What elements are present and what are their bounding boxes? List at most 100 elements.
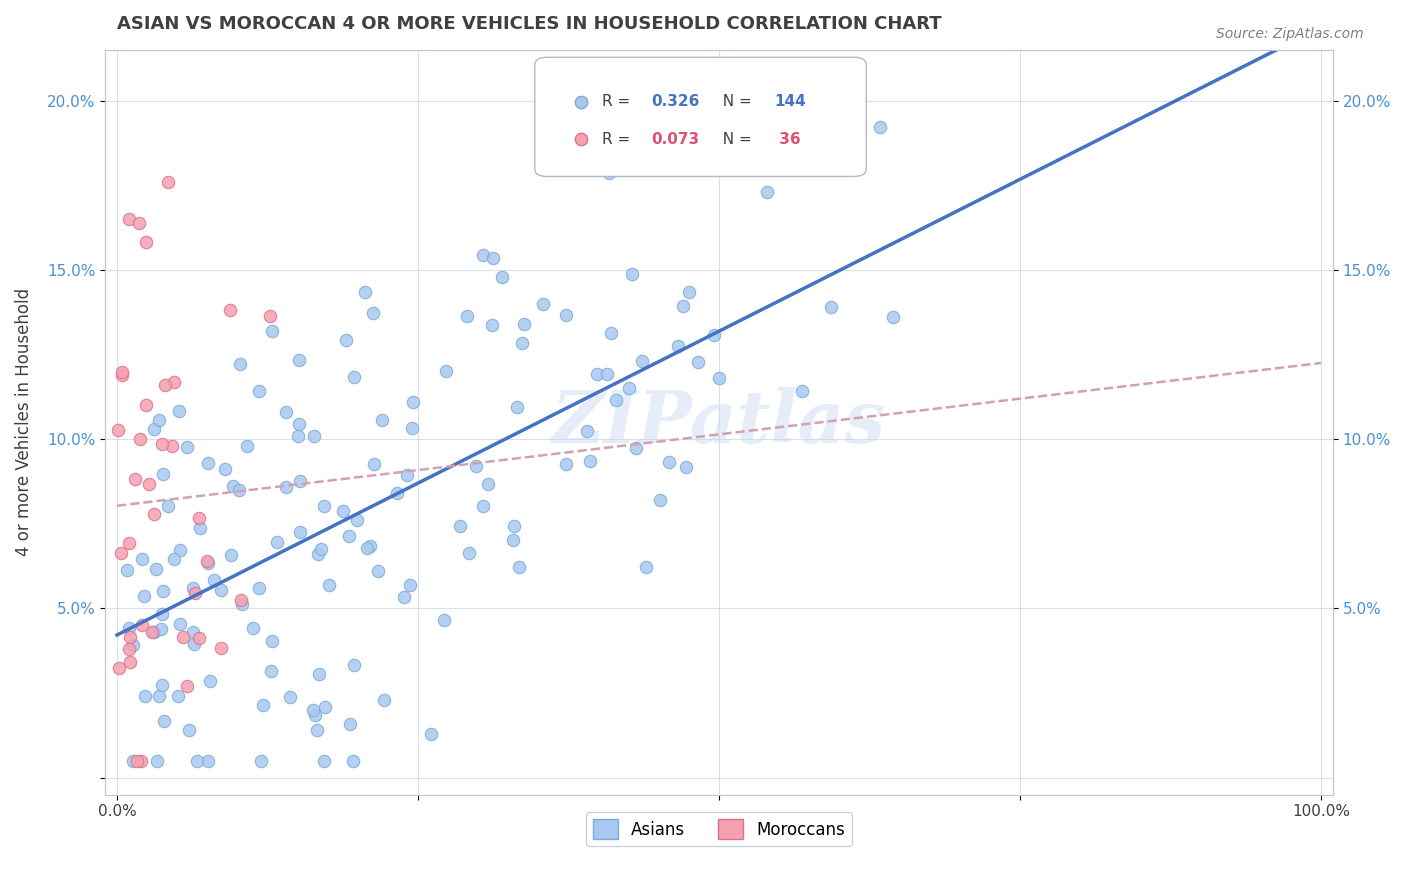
Asians (666, 339, 689, 353)
Asians (309, 542, 332, 557)
Text: ZIPatlas: ZIPatlas (553, 387, 886, 458)
Asians (359, 539, 381, 553)
Asians (278, 690, 301, 704)
Moroccans (111, 368, 134, 382)
Moroccans (176, 679, 198, 693)
Asians (575, 425, 598, 439)
Asians (554, 457, 576, 471)
Asians (678, 285, 700, 299)
Asians (636, 560, 658, 574)
Asians (502, 519, 524, 533)
Asians (163, 552, 186, 566)
Asians (472, 499, 495, 513)
Asians (585, 367, 607, 381)
Asians (626, 442, 648, 456)
Asians (260, 633, 283, 648)
Asians (686, 355, 709, 369)
Asians (343, 370, 366, 384)
Asians (337, 529, 360, 543)
Asians (477, 477, 499, 491)
Asians (235, 439, 257, 453)
Moroccans (142, 508, 165, 522)
Asians (342, 754, 364, 768)
Moroccans (231, 593, 253, 607)
Asians (131, 552, 153, 566)
Asians (335, 333, 357, 347)
Moroccans (172, 630, 194, 644)
Moroccans (110, 546, 132, 560)
Asians (399, 578, 422, 592)
Moroccans (131, 618, 153, 632)
Moroccans (157, 176, 180, 190)
Asians (190, 520, 212, 534)
Asians (312, 500, 335, 514)
Asians (472, 248, 495, 262)
Text: Source: ZipAtlas.com: Source: ZipAtlas.com (1216, 27, 1364, 41)
Moroccans (141, 625, 163, 640)
Asians (142, 625, 165, 640)
Moroccans (118, 630, 141, 644)
Asians (434, 364, 457, 378)
Asians (482, 252, 505, 266)
Moroccans (163, 376, 186, 390)
Text: ASIAN VS MOROCCAN 4 OR MORE VEHICLES IN HOUSEHOLD CORRELATION CHART: ASIAN VS MOROCCAN 4 OR MORE VEHICLES IN … (117, 15, 942, 33)
Asians (332, 503, 354, 517)
Asians (266, 535, 288, 549)
Asians (820, 300, 842, 314)
Asians (672, 299, 695, 313)
Asians (134, 690, 156, 704)
Moroccans (107, 661, 129, 675)
Asians (755, 185, 778, 199)
Asians (209, 582, 232, 597)
Asians (371, 413, 394, 427)
Asians (596, 367, 619, 381)
Asians (122, 754, 145, 768)
Asians (152, 467, 174, 481)
Moroccans (124, 472, 146, 486)
Asians (658, 455, 681, 469)
Asians (169, 616, 191, 631)
Asians (260, 664, 283, 678)
Asians (449, 519, 471, 533)
Asians (401, 420, 423, 434)
Asians (314, 699, 336, 714)
Asians (153, 714, 176, 729)
Asians (554, 308, 576, 322)
Moroccans (188, 631, 211, 645)
FancyBboxPatch shape (534, 57, 866, 177)
Text: R =: R = (602, 95, 636, 110)
Asians (134, 590, 156, 604)
Moroccans (195, 554, 218, 568)
Asians (785, 60, 807, 74)
Asians (513, 317, 536, 331)
Asians (274, 405, 297, 419)
Asians (152, 583, 174, 598)
Asians (276, 480, 298, 494)
Asians (531, 297, 554, 311)
Asians (118, 621, 141, 635)
Y-axis label: 4 or more Vehicles in Household: 4 or more Vehicles in Household (15, 288, 32, 557)
Asians (464, 458, 486, 473)
Asians (219, 548, 242, 562)
Asians (250, 754, 273, 768)
Asians (200, 674, 222, 689)
Asians (882, 310, 904, 324)
Asians (179, 723, 201, 737)
Asians (675, 459, 697, 474)
Asians (481, 318, 503, 332)
Asians (221, 479, 243, 493)
Asians (288, 417, 311, 432)
Asians (142, 422, 165, 436)
Moroccans (188, 510, 211, 524)
Moroccans (219, 302, 242, 317)
Asians (145, 562, 167, 576)
Moroccans (118, 641, 141, 656)
Moroccans (128, 216, 150, 230)
Moroccans (131, 754, 153, 768)
Asians (402, 394, 425, 409)
Asians (433, 613, 456, 627)
Asians (169, 543, 191, 558)
Asians (346, 513, 368, 527)
Asians (598, 166, 620, 180)
Asians (502, 533, 524, 547)
